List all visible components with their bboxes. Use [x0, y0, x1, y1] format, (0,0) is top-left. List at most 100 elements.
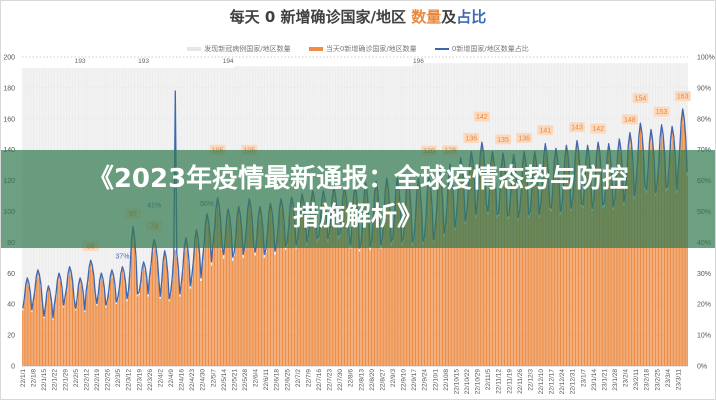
zero-new-bar	[494, 183, 497, 366]
zero-new-bar	[81, 285, 83, 366]
zero-new-bar	[645, 192, 648, 366]
zero-new-bar	[312, 196, 314, 366]
x-axis-tick-label: 22/10/1	[432, 369, 439, 391]
zero-new-bar	[82, 294, 84, 366]
zero-new-bar	[633, 199, 635, 366]
x-axis-tick-label: 22/4/2	[157, 369, 164, 387]
ratio-data-label: 37%	[115, 254, 129, 261]
right-axis-tick-label: 20%	[697, 302, 711, 309]
zero-new-bar	[304, 219, 306, 366]
x-axis-tick-label: 22/10/29	[475, 369, 482, 395]
x-axis-tick-label: 22/2/26	[105, 369, 112, 391]
x-axis-tick-label: 22/3/5	[115, 369, 122, 387]
zero-new-bar	[425, 220, 427, 366]
zero-new-bar	[212, 247, 214, 366]
zero-new-bar	[606, 160, 608, 366]
zero-new-bar	[200, 281, 202, 366]
zero-new-bar	[411, 245, 413, 366]
right-axis-tick-label: 10%	[697, 333, 711, 340]
zero-new-bar	[306, 245, 308, 366]
zero-new-bar	[117, 299, 119, 366]
zero-new-bar	[615, 183, 617, 366]
zero-new-bar	[630, 146, 632, 366]
x-axis-tick-label: 22/8/20	[369, 369, 376, 391]
zero-new-bar	[46, 294, 48, 366]
zero-new-bar	[105, 307, 107, 366]
zero-new-bar	[111, 273, 113, 366]
zero-new-bar	[392, 242, 394, 366]
zero-new-bar	[414, 222, 417, 366]
zero-new-bar	[473, 183, 475, 366]
zero-new-bar	[452, 196, 454, 366]
zero-new-bar	[334, 199, 336, 366]
zero-new-bar	[609, 157, 611, 366]
zero-new-bar	[629, 137, 631, 366]
zero-new-bar	[479, 158, 481, 366]
zero-new-bar	[667, 189, 669, 366]
zero-new-bar	[109, 279, 111, 366]
x-axis-tick-label: 22/5/7	[210, 369, 217, 387]
zero-new-bar	[496, 217, 498, 366]
zero-new-bar	[650, 134, 652, 366]
zero-new-bar	[284, 250, 287, 366]
zero-new-bar	[405, 196, 407, 366]
zero-new-bar	[325, 216, 327, 366]
zero-new-bar	[310, 205, 312, 366]
zero-new-bar	[96, 305, 98, 366]
zero-new-bar	[499, 197, 501, 366]
zero-new-bar	[272, 229, 275, 366]
zero-new-bar	[416, 194, 418, 366]
zero-new-bar	[135, 260, 137, 366]
zero-new-bar	[586, 149, 589, 366]
zero-new-bar	[97, 296, 99, 366]
zero-new-bar	[366, 197, 368, 366]
zero-new-bar	[278, 213, 281, 366]
zero-new-bar	[118, 290, 121, 366]
zero-new-bar	[44, 308, 47, 366]
count-label-box	[537, 125, 554, 136]
zero-new-bar	[641, 137, 643, 366]
zero-new-bar	[446, 208, 448, 366]
zero-new-bar	[367, 216, 370, 366]
zero-new-bar	[544, 148, 546, 366]
zero-new-bar	[591, 211, 593, 366]
zero-new-bar	[577, 154, 580, 366]
zero-new-bar	[636, 168, 639, 366]
zero-new-bar	[585, 162, 587, 366]
zero-new-bar	[532, 168, 534, 366]
left-axis-tick-label: 60	[7, 271, 15, 278]
zero-new-bar	[32, 302, 34, 366]
legend-swatch-orange	[308, 47, 323, 51]
zero-new-bar	[351, 230, 353, 366]
zero-new-bar	[114, 287, 116, 366]
x-axis-tick-label: 22/9/3	[390, 369, 397, 387]
zero-new-bar	[538, 217, 540, 366]
count-label-box	[463, 132, 480, 143]
zero-new-bar	[141, 271, 143, 366]
zero-new-bar	[522, 168, 524, 366]
zero-new-bar	[676, 192, 678, 366]
zero-new-bar	[449, 168, 451, 366]
x-axis-tick-label: 23/3/4	[665, 369, 672, 387]
zero-new-bar	[189, 288, 191, 366]
zero-new-bar	[457, 202, 459, 366]
zero-new-bar	[550, 211, 552, 366]
x-axis-tick-label: 22/10/22	[464, 369, 471, 395]
x-axis-tick-label: 22/9/17	[411, 369, 418, 391]
zero-new-bar	[596, 158, 598, 366]
zero-new-bar	[484, 174, 486, 366]
zero-new-bar	[540, 206, 542, 366]
zero-new-bar	[295, 248, 297, 366]
zero-new-bar	[281, 210, 284, 366]
x-axis-tick-label: 22/3/19	[136, 369, 143, 391]
title-ratio-word: 占比	[456, 8, 487, 26]
right-axis-tick-label: 30%	[697, 271, 711, 278]
zero-new-bar	[659, 141, 661, 366]
x-axis-tick-label: 23/1/7	[580, 369, 587, 387]
right-axis-tick-label: 90%	[697, 85, 711, 92]
x-axis-tick-label: 22/11/19	[506, 369, 513, 394]
zero-new-bar	[481, 146, 483, 366]
total-data-label: 196	[413, 58, 424, 65]
zero-new-bar	[139, 285, 142, 366]
zero-new-bar	[280, 203, 282, 366]
